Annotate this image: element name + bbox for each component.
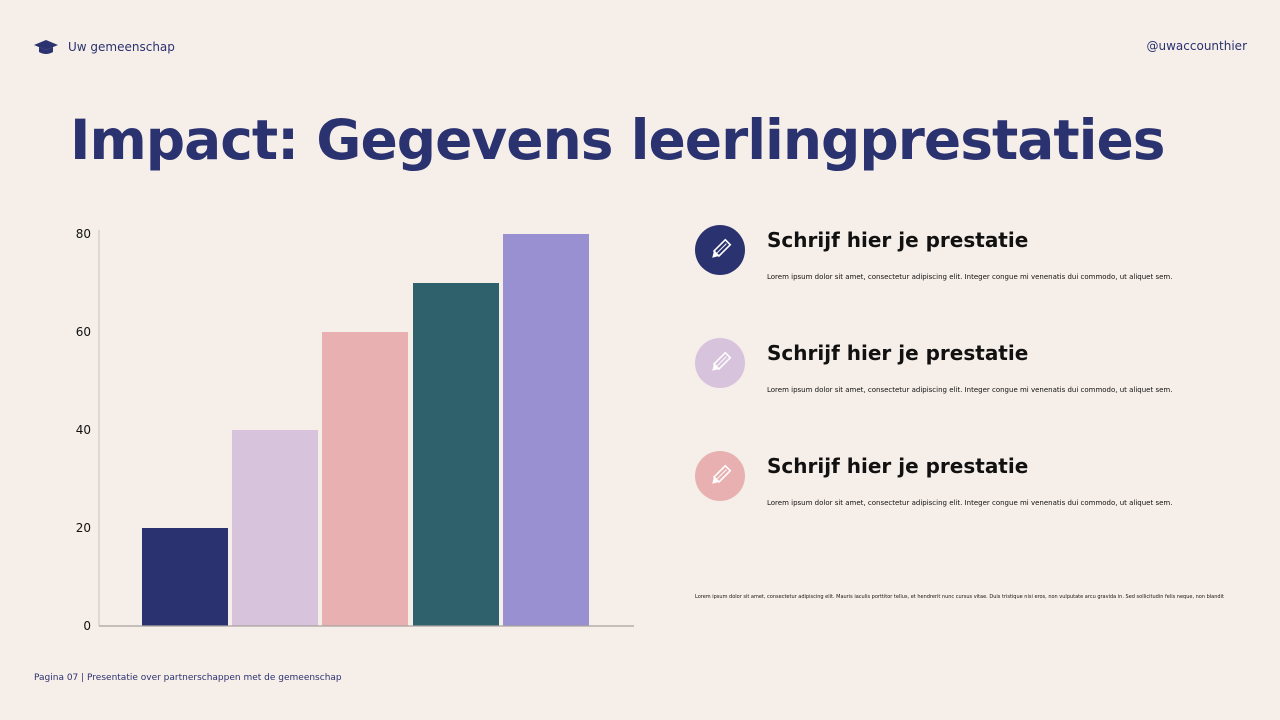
y-tick-label: 20	[76, 521, 91, 535]
achievement-title: Schrijf hier je prestatie	[767, 454, 1029, 478]
footnote: Lorem ipsum dolor sit amet, consectetur …	[695, 594, 1224, 600]
bar	[322, 332, 408, 626]
achievement-desc: Lorem ipsum dolor sit amet, consectetur …	[767, 386, 1173, 394]
y-tick-label: 60	[76, 325, 91, 339]
achievement-desc: Lorem ipsum dolor sit amet, consectetur …	[767, 273, 1173, 281]
y-tick-label: 0	[83, 619, 91, 633]
bar-chart: 0 20 40 60 80	[76, 227, 634, 633]
graduation-cap-icon	[34, 40, 58, 54]
y-tick-label: 40	[76, 423, 91, 437]
bar	[232, 430, 318, 626]
bar	[142, 528, 228, 626]
achievement-desc: Lorem ipsum dolor sit amet, consectetur …	[767, 499, 1173, 507]
brand: Uw gemeenschap	[34, 39, 175, 55]
brand-name: Uw gemeenschap	[68, 40, 175, 54]
y-tick-label: 80	[76, 227, 91, 241]
bar	[503, 234, 589, 626]
achievement-title: Schrijf hier je prestatie	[767, 341, 1029, 365]
footer: Pagina 07 | Presentatie over partnerscha…	[34, 673, 342, 683]
pencil-icon	[695, 451, 745, 501]
pencil-icon	[695, 225, 745, 275]
achievement-title: Schrijf hier je prestatie	[767, 228, 1029, 252]
social-handle: @uwaccounthier	[1146, 39, 1247, 53]
page-title: Impact: Gegevens leerlingprestaties	[70, 108, 1166, 172]
bar	[413, 283, 499, 626]
pencil-icon	[695, 338, 745, 388]
